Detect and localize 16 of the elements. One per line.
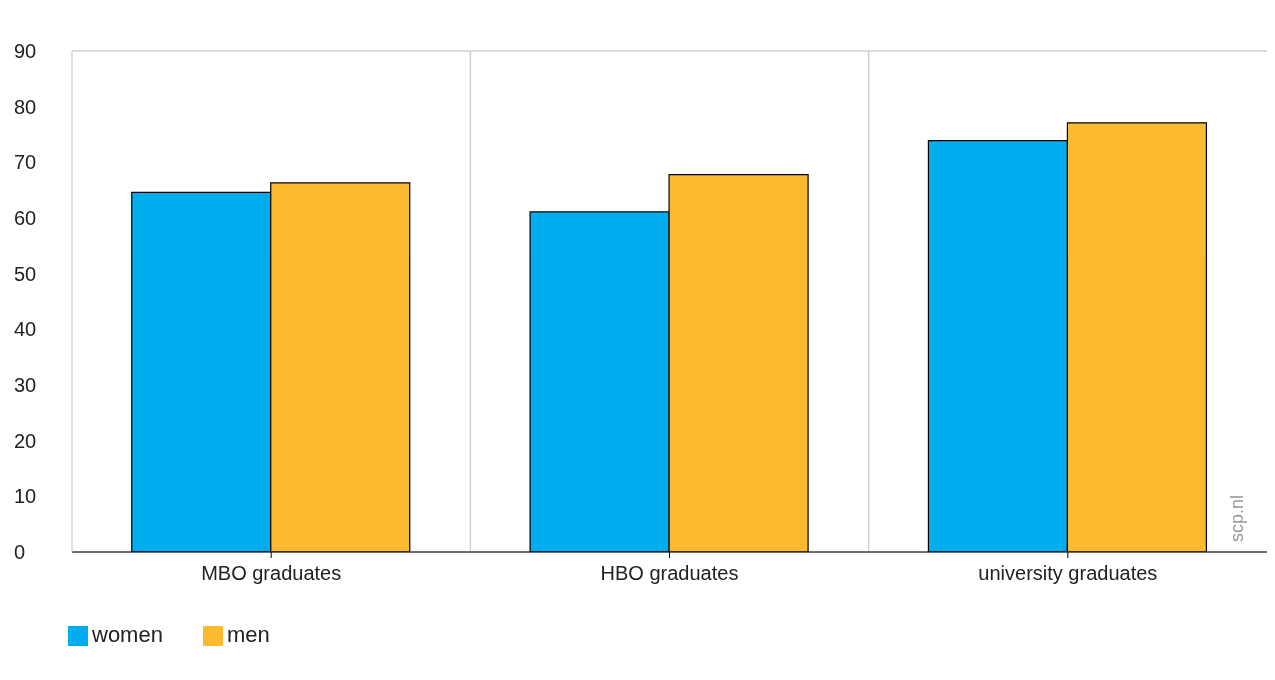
x-tick-label: university graduates [978, 562, 1158, 585]
y-tick-label: 20 [14, 429, 37, 452]
y-tick-label: 10 [14, 485, 37, 508]
y-tick-label: 60 [14, 207, 37, 230]
y-tick-label: 70 [14, 151, 37, 174]
x-tick-label: HBO graduates [600, 562, 739, 585]
y-tick-label: 40 [14, 318, 37, 341]
annotation: scp.nl [1226, 494, 1248, 544]
y-tick-label: 0 [14, 541, 26, 564]
y-tick-label: 30 [14, 374, 37, 397]
y-tick-label: 50 [14, 262, 37, 285]
y-tick-label: 80 [14, 95, 37, 118]
y-tick-label: 90 [14, 40, 37, 63]
x-tick-label: MBO graduates [201, 562, 342, 585]
legend-label: men [226, 622, 270, 647]
legend-label: women [92, 622, 163, 647]
